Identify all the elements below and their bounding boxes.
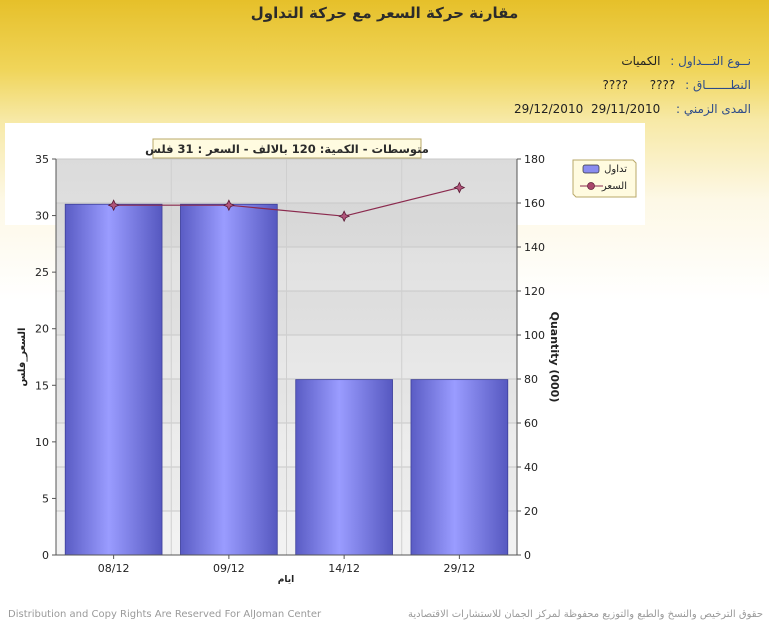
scope-value-1: ???? (649, 78, 676, 92)
y-right-tick-label: 180 (524, 153, 545, 166)
annotation-box: متوسطات - الكمية: 120 بالالف - السعر : 3… (145, 138, 429, 159)
x-tick-label: 09/12 (213, 562, 245, 575)
bar-09-12 (180, 203, 278, 556)
bar-08-12 (64, 203, 163, 556)
y-right-tick-label: 120 (524, 285, 545, 298)
legend-bar-swatch (582, 164, 600, 174)
y-left-tick-label: 25 (35, 266, 49, 279)
chart-container: 0 5 10 15 20 25 30 35 0 20 40 60 80 100 120 140 160 180 08… (5, 123, 645, 593)
y-left-tick-label: 15 (35, 379, 49, 392)
trade-type-value: الكميات (621, 54, 661, 68)
y-right-tick-label: 160 (524, 197, 545, 210)
y-right-tick-label: 80 (524, 373, 538, 386)
y-left-axis-label: السعر_فلس (17, 328, 28, 387)
period-label: المدى الزمني : (676, 102, 751, 116)
footer-copyright-en: Distribution and Copy Rights Are Reserve… (8, 609, 322, 620)
bar-series (64, 203, 509, 556)
legend: تداول السعر (572, 159, 637, 198)
period-to: 29/12/2010 (514, 102, 584, 116)
period-row: المدى الزمني : 29/11/2010 29/12/2010 (514, 102, 751, 116)
y-left-tick-label: 30 (35, 210, 49, 223)
scope-row: النطـــــــاق : ???? ???? (602, 78, 751, 92)
price-line (113, 187, 460, 217)
y-left-tick-label: 0 (42, 549, 49, 562)
y-left-tick-label: 10 (35, 436, 49, 449)
annotation-text: متوسطات - الكمية: 120 بالالف - السعر : 3… (145, 142, 429, 157)
y-right-tick-label: 20 (524, 505, 538, 518)
scope-label: النطـــــــاق : (685, 78, 751, 92)
x-tick-label: 14/12 (328, 562, 360, 575)
y-right-tick-label: 40 (524, 461, 538, 474)
price-point-09-12 (222, 199, 235, 212)
footer-copyright-ar: حقوق الترخيص والنسخ والطبع والتوزيع محفو… (407, 609, 763, 620)
y-right-axis-label: Quantity (000) (548, 312, 561, 403)
bar-29-12 (410, 379, 509, 556)
line-series (107, 181, 466, 223)
page-title: مقارنة حركة السعر مع حركة التداول (250, 4, 519, 22)
period-from: 29/11/2010 (591, 102, 661, 116)
trade-type-label: نــوع التـــداول : (670, 54, 751, 68)
scope-value-2: ???? (602, 78, 628, 92)
y-left-tick-label: 35 (35, 153, 49, 166)
y-left-tick-label: 20 (35, 323, 49, 336)
y-right-tick-label: 100 (524, 329, 545, 342)
trade-type-row: نــوع التـــداول : الكميات (621, 54, 751, 68)
y-right-tick-label: 140 (524, 241, 545, 254)
bar-14-12 (295, 379, 393, 556)
legend-bar-label: تداول (604, 164, 627, 175)
y-right-tick-label: 60 (524, 417, 538, 430)
x-tick-label: 29/12 (444, 562, 476, 575)
price-point-08-12 (107, 199, 120, 212)
y-left-tick-label: 5 (42, 492, 49, 505)
legend-line-marker (587, 182, 595, 190)
legend-line-label: السعر (601, 181, 627, 192)
x-tick-label: 08/12 (98, 562, 130, 575)
y-right-tick-label: 0 (524, 549, 531, 562)
price-quantity-chart: 0 5 10 15 20 25 30 35 0 20 40 60 80 100 120 140 160 180 08… (17, 138, 637, 585)
price-point-29-12 (453, 181, 466, 194)
price-point-14-12 (338, 210, 351, 223)
x-axis-label: ايام (278, 575, 294, 585)
axes: 0 5 10 15 20 25 30 35 0 20 40 60 80 100 120 140 160 180 08… (35, 153, 545, 575)
